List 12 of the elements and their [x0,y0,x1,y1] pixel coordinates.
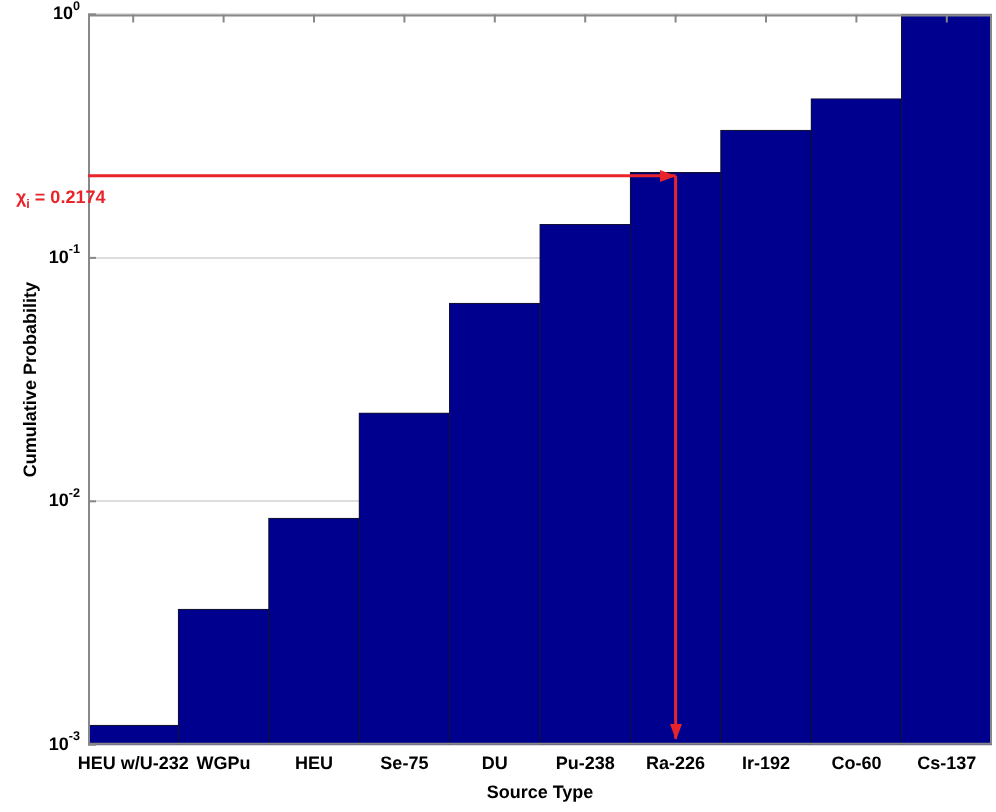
x-tick-label: Pu-238 [555,752,615,773]
x-tick-label: Ir-192 [741,752,791,773]
x-tick-label: Ra-226 [646,752,706,773]
x-tick-label: HEU w/U-232 [77,752,189,773]
x-tick-label: DU [481,752,508,773]
x-tick-label: Se-75 [380,752,429,773]
x-tick-label: WGPu [196,752,251,773]
x-axis-title: Source Type [486,782,594,803]
x-tick-label: Cs-137 [917,752,977,773]
y-axis-title: Cumulative Probability [19,282,40,478]
x-tick-label: HEU [294,752,334,773]
x-tick-label: Co-60 [831,752,882,773]
